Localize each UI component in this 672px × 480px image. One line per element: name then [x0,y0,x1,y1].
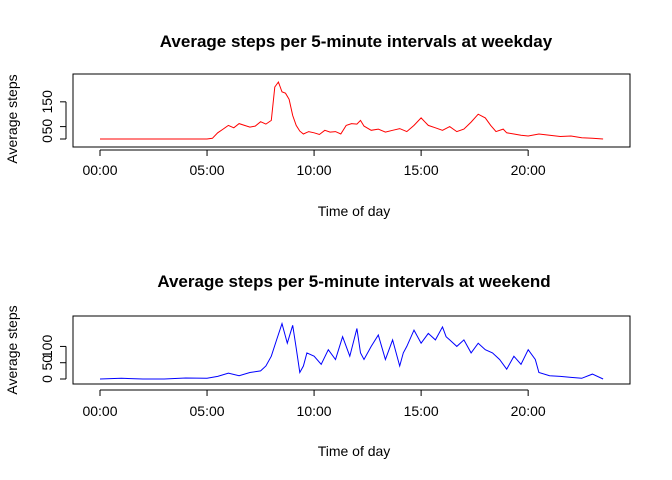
weekday-x-axis: 00:00 05:00 10:00 15:00 20:00 [82,149,546,178]
weekend-series [99,321,604,380]
weekday-y-tick-label: 50 [39,119,55,135]
weekend-plot-frame [72,315,631,385]
weekday-x-tick-label: 10:00 [297,162,332,178]
weekday-series [100,80,604,140]
weekday-y-tick-label: 150 [39,90,55,114]
weekday-y-axis: 050 150 [39,90,67,143]
weekend-y-axis-label: Average steps [4,305,20,394]
weekday-chart-title: Average steps per 5-minute intervals at … [160,32,553,51]
weekday-steps-line [100,80,604,140]
weekday-plot-frame [72,73,631,148]
weekend-steps-line [99,321,604,380]
weekend-panel: Average steps per 5-minute intervals at … [4,272,631,459]
weekend-y-tick-label: 100 [39,335,55,359]
weekday-x-tick-label: 00:00 [82,162,117,178]
weekend-x-tick-label: 05:00 [190,403,225,419]
weekend-x-tick-label: 15:00 [404,403,439,419]
weekday-panel: Average steps per 5-minute intervals at … [4,32,631,219]
weekend-x-axis-label: Time of day [318,443,391,459]
weekday-y-axis-label: Average steps [4,74,20,163]
weekend-y-tick-label: 0 [39,375,55,383]
weekend-x-axis: 00:00 05:00 10:00 15:00 20:00 [82,389,546,419]
weekend-x-tick-label: 00:00 [82,403,117,419]
weekday-x-tick-label: 15:00 [404,162,439,178]
weekday-x-tick-label: 20:00 [511,162,546,178]
weekday-x-tick-label: 05:00 [190,162,225,178]
weekend-chart-title: Average steps per 5-minute intervals at … [157,272,550,291]
weekday-x-axis-label: Time of day [318,203,391,219]
weekday-y-tick-label: 0 [39,135,55,143]
weekend-x-tick-label: 20:00 [511,403,546,419]
weekend-x-tick-label: 10:00 [297,403,332,419]
weekend-y-tick-label: 50 [39,355,55,371]
